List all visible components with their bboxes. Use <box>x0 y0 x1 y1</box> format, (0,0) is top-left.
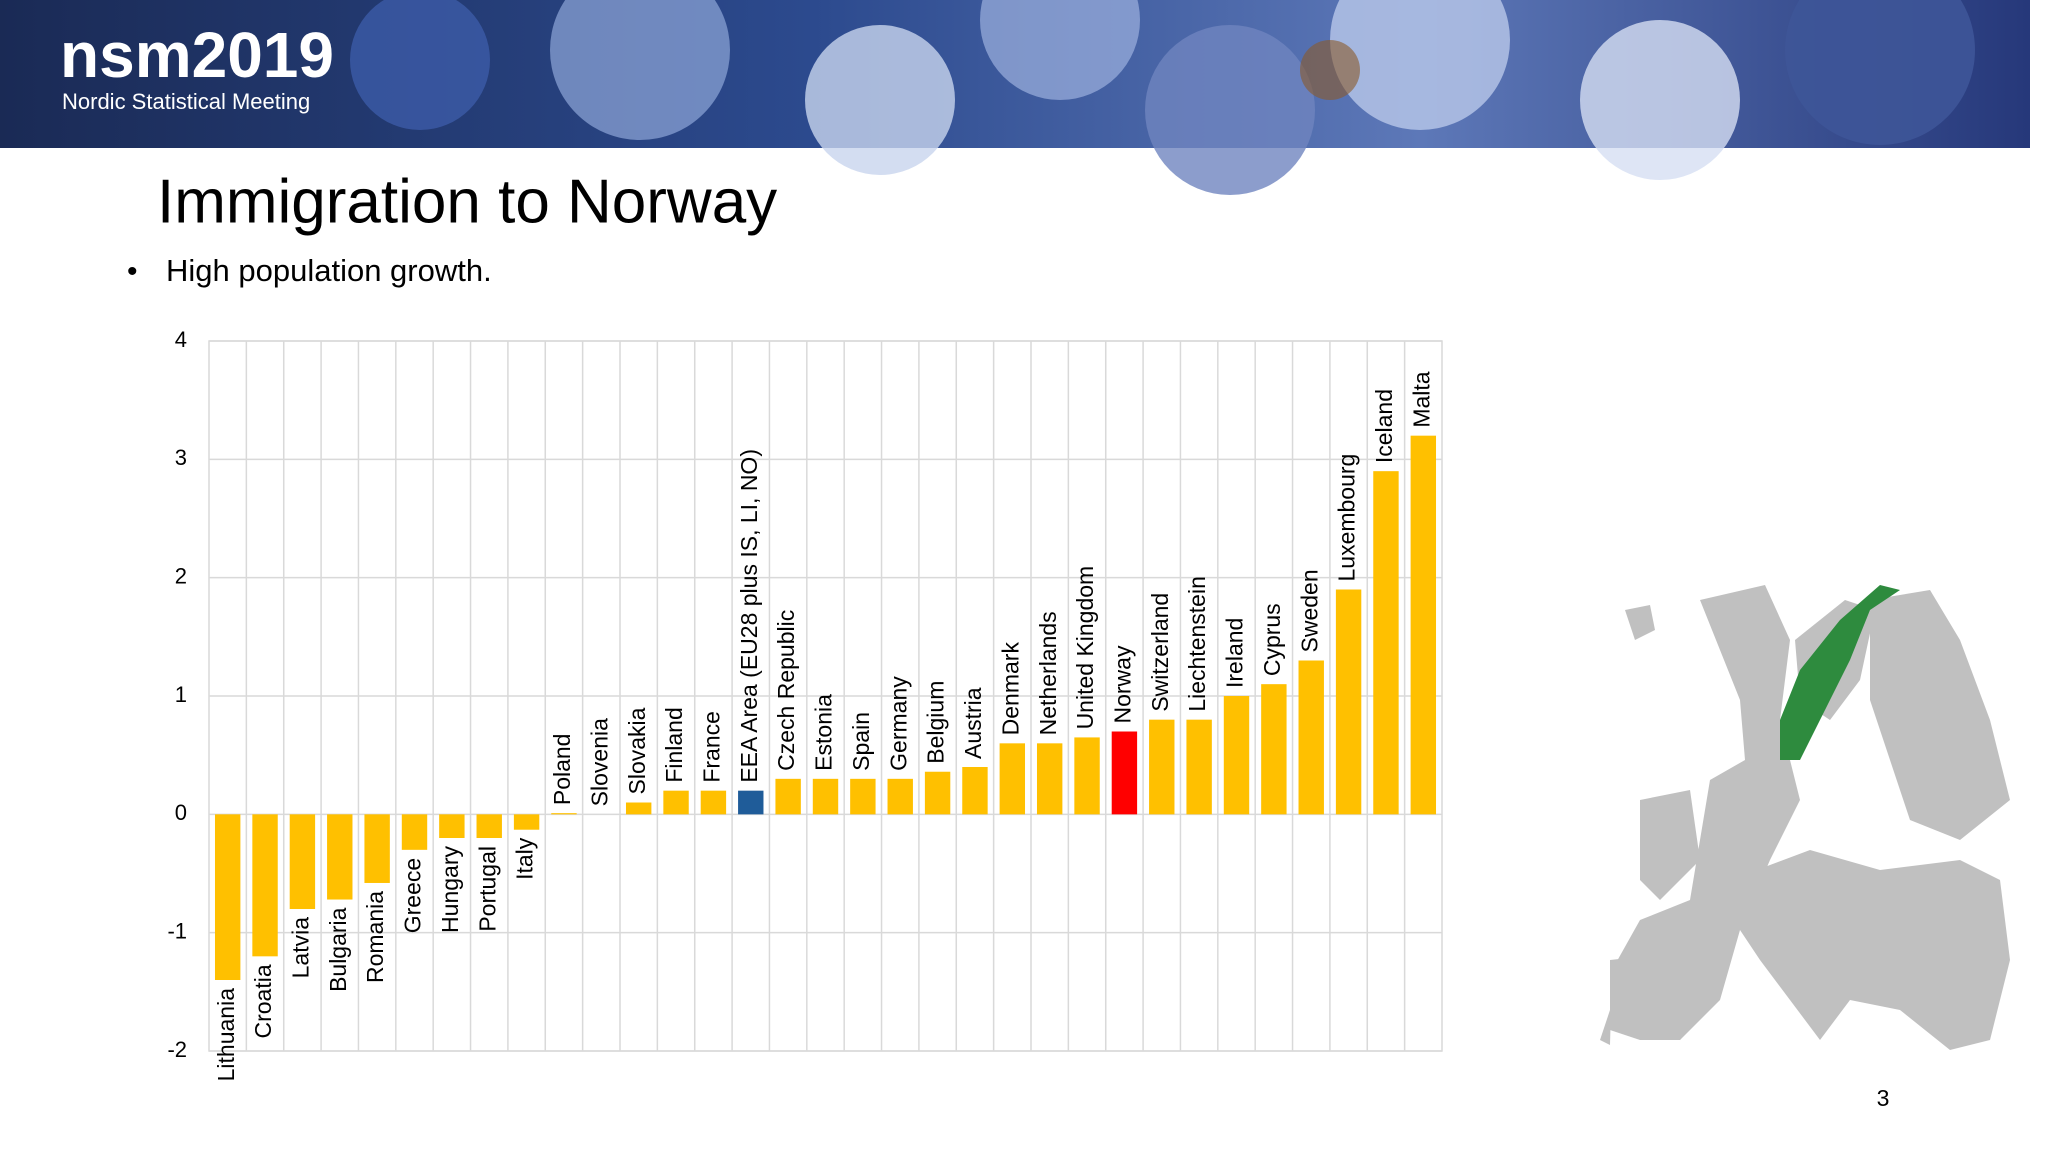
chart: -2 -1 0 1 2 3 4 Lithuania Croatia Latvia Bulgaria R… <box>167 327 1443 1082</box>
y-tick-label: 1 <box>175 682 187 707</box>
category-label: Greece <box>400 858 426 933</box>
bar <box>1223 696 1250 815</box>
bar <box>214 814 241 980</box>
bar <box>1335 589 1362 815</box>
category-label: Romania <box>362 891 388 983</box>
category-label: United Kingdom <box>1072 566 1098 730</box>
category-label: Cyprus <box>1259 603 1285 676</box>
bar <box>476 814 502 838</box>
category-label: Sweden <box>1296 569 1322 652</box>
bar <box>775 778 801 815</box>
bar <box>812 778 839 815</box>
category-label: Estonia <box>811 694 837 771</box>
bar <box>1186 719 1212 815</box>
bar <box>1410 435 1437 815</box>
category-label: Portugal <box>474 846 500 932</box>
category-label: Slovenia <box>586 718 612 806</box>
category-label: Poland <box>549 734 575 806</box>
bar <box>738 790 764 815</box>
category-label: Norway <box>1109 645 1135 723</box>
bar <box>551 813 577 815</box>
bar <box>1036 743 1063 815</box>
bar <box>252 814 278 957</box>
bar <box>1261 684 1287 815</box>
category-label: Hungary <box>437 846 463 933</box>
bar <box>1149 719 1175 815</box>
bar <box>401 814 428 850</box>
bar <box>1074 737 1100 815</box>
bar <box>1373 471 1399 815</box>
header-banner <box>0 0 2030 195</box>
y-tick-label: -2 <box>167 1037 187 1062</box>
category-label: EEA Area (EU28 plus IS, LI, NO) <box>736 449 762 783</box>
category-label: Belgium <box>923 681 949 764</box>
category-label: Ireland <box>1222 618 1248 688</box>
bar <box>700 790 727 815</box>
bar <box>962 767 988 815</box>
logo-mark: nsm2019 <box>60 19 334 91</box>
y-tick-label: 0 <box>175 800 187 825</box>
category-label: Iceland <box>1371 389 1397 463</box>
bar <box>1111 731 1138 815</box>
category-label: Italy <box>512 837 538 880</box>
bullet-text: High population growth. <box>166 253 492 288</box>
category-label: Luxembourg <box>1334 454 1360 582</box>
bar <box>364 814 390 883</box>
category-label: Finland <box>661 707 687 782</box>
bar <box>289 814 316 909</box>
y-tick-label: -1 <box>167 918 187 943</box>
y-tick-label: 3 <box>175 445 187 470</box>
bar <box>327 814 353 900</box>
bar <box>887 778 913 815</box>
bar <box>924 771 951 815</box>
category-label: Slovakia <box>624 707 650 794</box>
category-label: Switzerland <box>1147 593 1173 712</box>
slide-title: Immigration to Norway <box>157 167 777 236</box>
category-label: Germany <box>885 676 911 771</box>
category-label: Croatia <box>250 964 276 1038</box>
category-label: Lithuania <box>213 988 239 1082</box>
category-label: France <box>698 711 724 783</box>
bar <box>439 814 465 838</box>
category-label: Malta <box>1408 371 1434 427</box>
europe-map <box>1600 585 2010 1050</box>
bar <box>850 778 876 815</box>
category-label: Spain <box>848 712 874 771</box>
bar <box>513 814 540 830</box>
category-label: Latvia <box>287 917 313 979</box>
category-label: Netherlands <box>1035 611 1061 735</box>
bullet-dot: • <box>127 255 138 288</box>
category-label: Czech Republic <box>773 610 799 771</box>
bar <box>999 743 1026 815</box>
bar <box>1298 660 1324 815</box>
category-label: Denmark <box>997 642 1023 736</box>
category-label: Liechtenstein <box>1184 576 1210 712</box>
category-label: Austria <box>960 687 986 759</box>
y-tick-label: 4 <box>175 327 187 352</box>
logo-subtitle: Nordic Statistical Meeting <box>62 89 310 114</box>
category-label: Bulgaria <box>325 907 351 992</box>
y-tick-label: 2 <box>175 563 187 588</box>
page-number: 3 <box>1877 1085 1890 1111</box>
bar <box>625 802 652 815</box>
bar <box>663 790 689 815</box>
